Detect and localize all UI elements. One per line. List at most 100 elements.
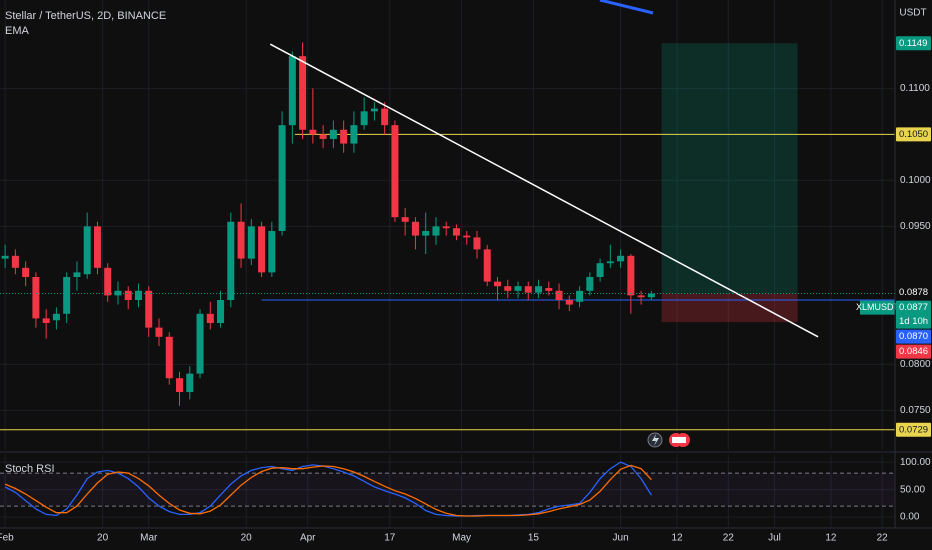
x-tick-label: May	[452, 533, 471, 544]
x-tick-label: 12	[825, 533, 837, 544]
x-tick-label: 12	[671, 533, 683, 544]
candle-body	[11, 255, 19, 268]
candle-body	[278, 125, 286, 231]
icon	[672, 437, 686, 443]
candle-body	[196, 313, 204, 374]
price-label-bg	[896, 422, 931, 437]
x-tick-label: Mar	[140, 533, 158, 544]
candle-body	[370, 108, 378, 112]
candle-body	[155, 327, 163, 337]
price-label-bg	[896, 344, 931, 359]
candle-body	[32, 276, 40, 319]
candle-body	[227, 221, 235, 300]
drawing-segment	[599, 0, 654, 15]
currency-label: USDT	[899, 8, 926, 19]
candle-body	[411, 221, 419, 236]
y-tick-label: 0.0950	[900, 221, 931, 232]
candle-body	[637, 295, 645, 298]
candle-body	[186, 373, 194, 393]
y-tick-label: 100.00	[900, 457, 931, 468]
y-tick-label: 0.0800	[900, 359, 931, 370]
candle-body	[473, 237, 481, 250]
y-tick-label: 0.00	[900, 512, 920, 523]
x-tick-label: Feb	[0, 533, 14, 544]
price-label: 0.0729	[899, 424, 928, 435]
x-tick-label: 15	[528, 533, 540, 544]
price-label: 0.0878	[899, 287, 928, 298]
x-tick-label: 20	[97, 533, 109, 544]
y-tick-label: 0.0750	[900, 405, 931, 416]
candle-body	[22, 267, 30, 277]
event-icons	[647, 432, 690, 448]
candle-body	[319, 134, 327, 139]
candle-body	[1, 255, 9, 259]
candle-body	[360, 111, 368, 126]
candle-body	[442, 226, 450, 229]
level-band	[0, 473, 895, 507]
candle-body	[309, 129, 317, 135]
candle-body	[176, 378, 184, 393]
y-tick-label: 50.00	[900, 484, 925, 495]
price-label: 0.0870	[899, 331, 928, 342]
x-tick-label: 22	[877, 533, 889, 544]
candle-body	[63, 276, 71, 314]
price-label-bg	[896, 36, 931, 51]
x-tick-label: Apr	[300, 533, 316, 544]
candle-body	[565, 300, 573, 305]
candle-body	[329, 129, 337, 139]
chart-title: Stellar / TetherUS, 2D, BINANCE	[5, 10, 166, 22]
candle-body	[535, 286, 543, 293]
position-stop-zone	[661, 293, 798, 323]
candle-body	[93, 226, 101, 268]
candle-body	[494, 281, 502, 287]
stoch-line	[4, 461, 652, 517]
trend-line	[269, 43, 819, 338]
x-tick-label: Jun	[613, 533, 629, 544]
candle-body	[606, 261, 614, 264]
x-tick-label: 22	[723, 533, 735, 544]
candle-body	[401, 217, 409, 222]
candle-body	[524, 286, 532, 293]
candle-body	[42, 318, 50, 324]
countdown-label: 1d 10h	[899, 316, 928, 327]
price-label-bg	[896, 300, 931, 329]
candle-body	[596, 263, 604, 277]
candle-body	[555, 290, 563, 300]
y-tick-label: 0.1100	[900, 83, 930, 94]
candle-body	[340, 129, 348, 144]
price-label: 0.0877	[899, 302, 928, 313]
candle-body	[586, 276, 594, 291]
stoch-line	[4, 464, 652, 517]
candle-body	[514, 286, 522, 291]
candle-body	[165, 336, 173, 379]
candle-body	[432, 226, 440, 236]
price-label-bg	[896, 329, 931, 344]
icon	[652, 434, 659, 446]
position-target-zone	[661, 43, 798, 294]
candle-body	[247, 226, 255, 259]
candle-body	[268, 230, 276, 273]
candle-body	[83, 226, 91, 275]
candle-body	[483, 249, 491, 282]
candle-body	[217, 300, 225, 324]
candle-body	[381, 108, 389, 126]
candle-body	[145, 290, 153, 328]
price-label: 0.0846	[899, 346, 928, 357]
candle-body	[422, 230, 430, 236]
candle-body	[350, 125, 358, 144]
candle-body	[258, 226, 266, 273]
x-tick-label: 17	[384, 533, 396, 544]
x-tick-label: Jul	[768, 533, 781, 544]
candle-body	[104, 267, 112, 296]
candle-body	[545, 288, 553, 291]
candle-body	[576, 290, 584, 302]
candle-body	[627, 255, 635, 296]
candle-body	[52, 313, 60, 321]
candle-body	[617, 255, 625, 262]
symbol-label-bg	[860, 300, 895, 315]
candle-body	[504, 286, 512, 291]
x-tick-label: 20	[241, 533, 253, 544]
